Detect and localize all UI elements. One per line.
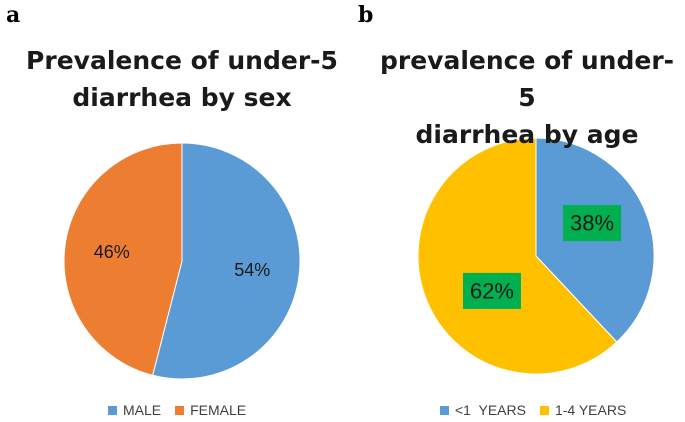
legend-label-1-4: 1-4 YEARS bbox=[554, 402, 627, 418]
pie-0-data-label-0: 54% bbox=[234, 260, 270, 280]
chart-a-title-line-1: Prevalence of under-5 bbox=[26, 46, 338, 75]
chart-b-title: prevalence of under-5 diarrhea by age bbox=[372, 42, 682, 153]
chart-b-legend: <1 YEARS 1-4 YEARS bbox=[440, 402, 640, 418]
legend-item-under-1: <1 YEARS bbox=[440, 402, 526, 418]
pie-1-label-box-0 bbox=[563, 205, 622, 242]
chart-a-title-line-2: diarrhea by sex bbox=[72, 83, 292, 112]
pie-0-data-label-1: 46% bbox=[94, 242, 130, 262]
panel-a-letter: a bbox=[6, 2, 21, 28]
legend-swatch-male bbox=[108, 405, 117, 415]
legend-label-female: FEMALE bbox=[190, 402, 247, 418]
panel-b-letter: b bbox=[358, 2, 374, 28]
legend-swatch-female bbox=[175, 405, 185, 415]
legend-item-1-4: 1-4 YEARS bbox=[539, 402, 627, 418]
chart-a-title: Prevalence of under-5 diarrhea by sex bbox=[12, 42, 352, 116]
pie-1-group: 38% 62% bbox=[417, 137, 655, 375]
chart-a-legend: MALE FEMALE bbox=[108, 402, 260, 418]
legend-item-female: FEMALE bbox=[175, 402, 246, 418]
pie-0-slice-0 bbox=[152, 142, 301, 380]
chart-b-title-line-1: prevalence of under-5 bbox=[379, 46, 675, 112]
pie-1-slice-1 bbox=[417, 137, 618, 375]
pie-0-slice-1 bbox=[63, 142, 183, 376]
pie-1-data-label-1: 62% bbox=[470, 278, 514, 303]
pie-0-group: 54% 46% bbox=[63, 142, 301, 380]
chart-b-title-line-2: diarrhea by age bbox=[415, 120, 639, 149]
legend-swatch-1-4 bbox=[539, 405, 549, 415]
pie-1-data-label-0: 38% bbox=[570, 211, 614, 236]
legend-item-male: MALE bbox=[108, 402, 161, 418]
legend-swatch-under-1 bbox=[440, 405, 449, 415]
pie-1-label-box-1 bbox=[462, 272, 521, 309]
legend-label-under-1: <1 YEARS bbox=[455, 402, 526, 418]
legend-label-male: MALE bbox=[123, 402, 162, 418]
